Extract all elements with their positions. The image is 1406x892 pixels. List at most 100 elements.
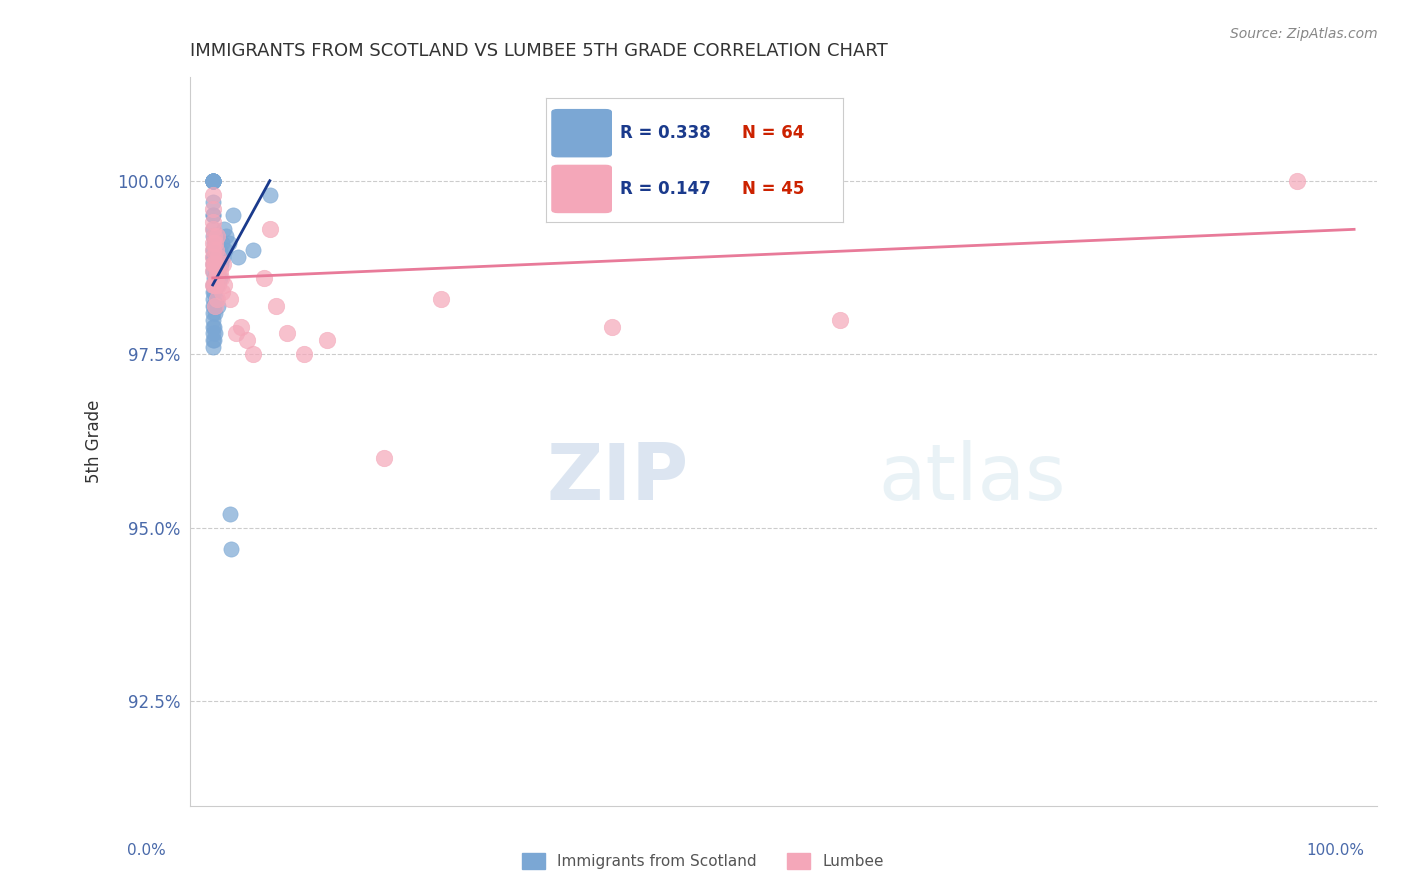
Point xyxy=(202,271,225,285)
Point xyxy=(204,277,226,292)
Point xyxy=(201,174,224,188)
Text: 100.0%: 100.0% xyxy=(1306,843,1364,858)
Point xyxy=(430,292,453,306)
Point xyxy=(214,243,236,257)
Point xyxy=(201,312,224,326)
Point xyxy=(207,277,229,292)
Point xyxy=(205,243,228,257)
Text: atlas: atlas xyxy=(879,440,1066,516)
Point xyxy=(209,257,232,271)
Point xyxy=(253,271,276,285)
Point xyxy=(830,312,852,326)
Point xyxy=(201,250,224,264)
Point xyxy=(204,326,226,341)
Point xyxy=(207,277,229,292)
Point xyxy=(205,236,228,251)
Point xyxy=(201,202,224,216)
Point xyxy=(204,299,226,313)
Point xyxy=(202,319,225,334)
Point xyxy=(201,222,224,236)
Point xyxy=(264,299,287,313)
Point xyxy=(212,277,235,292)
Point xyxy=(207,271,229,285)
Point xyxy=(201,174,224,188)
Point xyxy=(204,236,226,251)
Point xyxy=(212,250,235,264)
Point xyxy=(207,250,229,264)
Point xyxy=(201,264,224,278)
Point xyxy=(211,285,233,299)
Point xyxy=(201,243,224,257)
Point xyxy=(202,257,225,271)
Point xyxy=(226,250,249,264)
Point xyxy=(218,292,240,306)
Point xyxy=(201,257,224,271)
Point xyxy=(204,257,226,271)
Point xyxy=(218,507,240,521)
Point xyxy=(202,334,225,348)
Point xyxy=(219,541,242,556)
Point xyxy=(201,285,224,299)
Point xyxy=(208,264,231,278)
Point xyxy=(201,174,224,188)
Point xyxy=(201,236,224,251)
Point xyxy=(259,187,281,202)
Point xyxy=(204,277,226,292)
Point xyxy=(201,334,224,348)
Point xyxy=(204,229,226,244)
Point xyxy=(205,292,228,306)
Point xyxy=(202,229,225,244)
Point xyxy=(1286,174,1309,188)
Point xyxy=(242,347,264,361)
Point xyxy=(204,257,226,271)
Point xyxy=(205,271,228,285)
Point xyxy=(236,334,259,348)
Point xyxy=(201,174,224,188)
Point xyxy=(225,326,247,341)
Point xyxy=(242,243,264,257)
Point xyxy=(202,277,225,292)
Point xyxy=(201,174,224,188)
Point xyxy=(202,285,225,299)
Point xyxy=(201,187,224,202)
Text: IMMIGRANTS FROM SCOTLAND VS LUMBEE 5TH GRADE CORRELATION CHART: IMMIGRANTS FROM SCOTLAND VS LUMBEE 5TH G… xyxy=(190,42,887,60)
Y-axis label: 5th Grade: 5th Grade xyxy=(86,400,103,483)
Point xyxy=(212,222,235,236)
Point xyxy=(201,174,224,188)
Point xyxy=(212,257,235,271)
Point xyxy=(208,271,231,285)
Point xyxy=(201,243,224,257)
Point xyxy=(207,299,229,313)
Point xyxy=(201,319,224,334)
Point xyxy=(208,243,231,257)
Point xyxy=(201,264,224,278)
Point xyxy=(201,174,224,188)
Point xyxy=(201,250,224,264)
Text: Source: ZipAtlas.com: Source: ZipAtlas.com xyxy=(1230,27,1378,41)
Point xyxy=(222,209,245,223)
Point xyxy=(373,451,395,466)
Point xyxy=(211,236,233,251)
Point xyxy=(231,319,253,334)
Point xyxy=(201,229,224,244)
Legend: Immigrants from Scotland, Lumbee: Immigrants from Scotland, Lumbee xyxy=(516,847,890,875)
Point xyxy=(207,292,229,306)
Point xyxy=(201,306,224,320)
Text: ZIP: ZIP xyxy=(546,440,689,516)
Point xyxy=(202,250,225,264)
Point xyxy=(201,194,224,209)
Point xyxy=(315,334,337,348)
Point xyxy=(201,215,224,229)
Point xyxy=(207,264,229,278)
Point xyxy=(204,306,226,320)
Point xyxy=(600,319,623,334)
Point xyxy=(201,174,224,188)
Point xyxy=(209,271,232,285)
Point xyxy=(202,299,225,313)
Point xyxy=(202,236,225,251)
Point xyxy=(259,222,281,236)
Point xyxy=(201,277,224,292)
Point xyxy=(201,174,224,188)
Point xyxy=(201,174,224,188)
Point xyxy=(201,209,224,223)
